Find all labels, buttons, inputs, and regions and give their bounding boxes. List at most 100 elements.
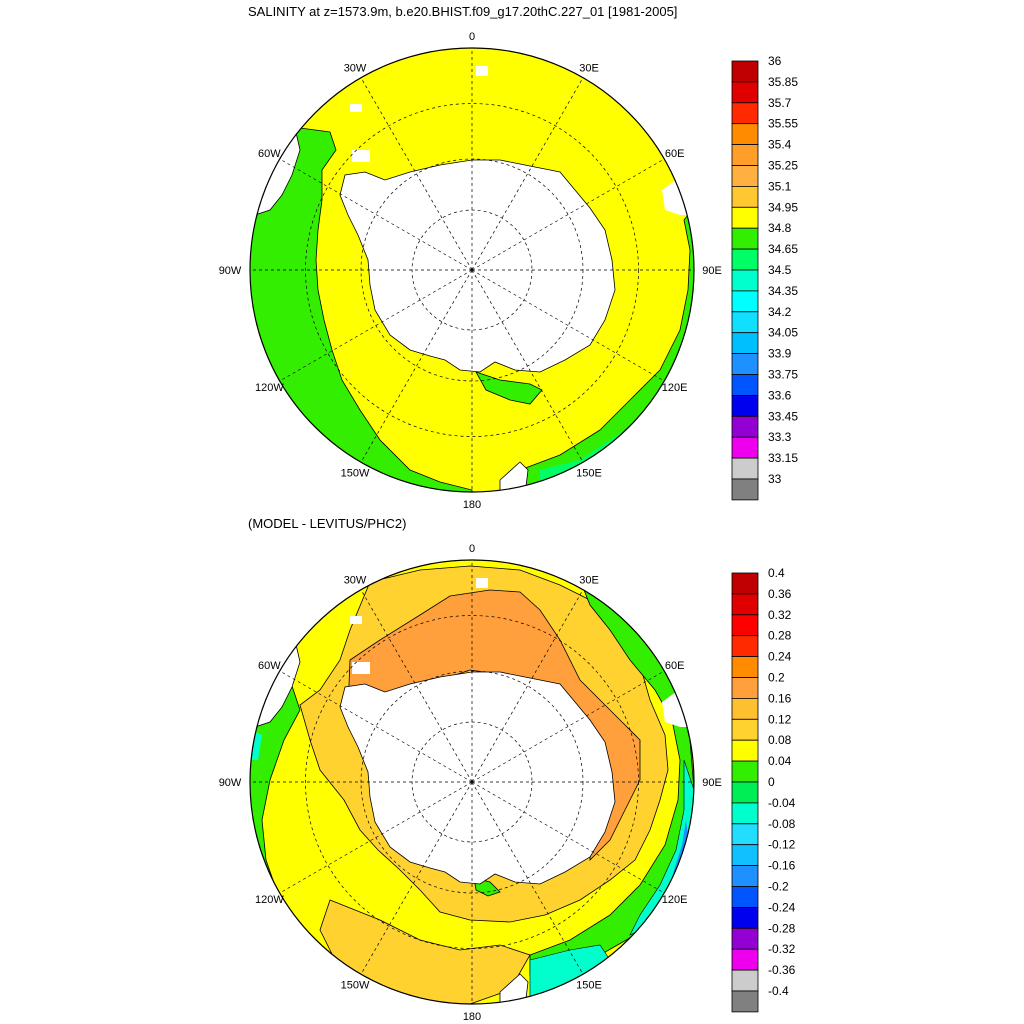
- difference-map-meridian: [360, 589, 473, 783]
- salinity-colorbar-label: 35.85: [768, 75, 798, 89]
- difference-map-longitude-label: 120W: [255, 894, 284, 906]
- salinity-map: 0 30E 60E 90E 120E 150E 180 150W 120W 90W 60W 30W: [219, 31, 722, 511]
- salinity-map-longitude-label: 150E: [576, 468, 602, 480]
- salinity-colorbar-label: 34.5: [768, 263, 792, 277]
- difference-colorbar-swatch: [731, 677, 759, 699]
- salinity-colorbar-label: 36: [768, 54, 782, 68]
- difference-colorbar-swatch: [731, 990, 759, 1013]
- salinity-colorbar-swatch: [731, 185, 759, 208]
- salinity-colorbar-label: 34.8: [768, 221, 792, 235]
- difference-map-longitude-label: 60W: [258, 660, 281, 672]
- salinity-colorbar-label: 34.05: [768, 326, 798, 340]
- salinity-map-meridian: [471, 158, 665, 271]
- salinity-map-meridian: [279, 269, 473, 382]
- salinity-colorbar-label: 35.4: [768, 138, 792, 152]
- salinity-colorbar-label: 33: [768, 472, 782, 486]
- salinity-colorbar-label: 33.15: [768, 451, 798, 465]
- salinity-colorbar-label: 33.75: [768, 368, 798, 382]
- difference-map-meridian: [471, 670, 665, 783]
- difference-colorbar-swatch: [731, 698, 759, 720]
- difference-map-meridian: [279, 781, 473, 894]
- difference-colorbar-label: -0.4: [768, 984, 789, 998]
- ocean-gap-northwest: [350, 616, 362, 624]
- salinity-colorbar-label: 33.45: [768, 409, 798, 423]
- salinity-colorbar-swatch: [731, 436, 759, 459]
- difference-colorbar: 0.4 0.36 0.32 0.28 0.24 0.2 0.16 0.12 0.08 0.04 0 -…: [731, 566, 796, 1013]
- difference-colorbar-label: -0.24: [768, 900, 796, 914]
- difference-colorbar-swatch: [731, 614, 759, 637]
- salinity-colorbar-swatch: [731, 227, 759, 250]
- difference-colorbar-label: 0.36: [768, 587, 792, 601]
- difference-colorbar-swatch: [731, 948, 759, 971]
- salinity-map-longitude-label: 30W: [344, 62, 367, 74]
- difference-colorbar-label: -0.28: [768, 921, 796, 935]
- difference-map-longitude-label: 30E: [579, 574, 599, 586]
- difference-colorbar-label: -0.08: [768, 817, 796, 831]
- salinity-map-meridian: [279, 158, 473, 271]
- salinity-colorbar-swatch: [731, 60, 759, 83]
- salinity-colorbar-swatch: [731, 353, 759, 375]
- salinity-map-longitude-label: 120W: [255, 382, 284, 394]
- difference-map: 0 30E 60E 90E 120E 150E 180 150W 120W 90W 60W 30W: [219, 543, 722, 1023]
- salinity-colorbar-label: 34.35: [768, 284, 798, 298]
- salinity-map-meridian: [360, 77, 473, 271]
- difference-colorbar-swatch: [731, 656, 759, 678]
- salinity-field-green-west: [250, 99, 473, 492]
- ocean-gap-west: [352, 662, 370, 674]
- salinity-map-meridian: [471, 77, 584, 271]
- difference-map-meridian: [471, 781, 665, 894]
- salinity-colorbar-swatch: [731, 374, 759, 396]
- salinity-colorbar-swatch: [731, 102, 759, 125]
- difference-map-grid: [250, 560, 694, 1004]
- difference-colorbar-swatch: [731, 907, 759, 929]
- difference-map-longitude-label: 150E: [576, 980, 602, 992]
- difference-map-longitude-label: 30W: [344, 574, 367, 586]
- ocean-gap-northwest: [350, 104, 362, 112]
- salinity-map-longitude-label: 60E: [665, 148, 685, 160]
- difference-colorbar-swatch: [731, 781, 759, 804]
- difference-colorbar-swatch: [731, 927, 759, 950]
- difference-map-longitude-label: 90E: [702, 777, 722, 789]
- difference-colorbar-label: -0.12: [768, 838, 796, 852]
- salinity-colorbar-swatch: [731, 290, 759, 313]
- salinity-colorbar-label: 34.95: [768, 200, 798, 214]
- difference-colorbar-label: 0.12: [768, 712, 792, 726]
- salinity-colorbar-swatch: [731, 478, 759, 501]
- difference-colorbar-label: 0.24: [768, 650, 792, 664]
- antarctica-land: [339, 159, 616, 373]
- salinity-map-grid: [250, 48, 694, 492]
- antarctica-land: [339, 671, 616, 885]
- difference-colorbar-swatch: [731, 886, 759, 908]
- salinity-field-green-coastal: [475, 371, 543, 405]
- salinity-map-longitude-label: 30E: [579, 62, 599, 74]
- difference-map-meridian: [360, 781, 473, 975]
- difference-map-longitude-label: 60E: [665, 660, 685, 672]
- difference-colorbar-swatch: [731, 844, 759, 867]
- difference-map-longitude-label: 150W: [341, 980, 370, 992]
- difference-colorbar-swatch: [731, 865, 759, 887]
- salinity-map-latitude-circle: [411, 209, 533, 331]
- salinity-colorbar-swatch: [731, 144, 759, 166]
- difference-colorbar-label: 0.28: [768, 629, 792, 643]
- salinity-colorbar-label: 35.25: [768, 159, 798, 173]
- difference-colorbar-label: -0.36: [768, 963, 796, 977]
- difference-map-latitude-circle: [305, 615, 639, 949]
- salinity-colorbar-swatch: [731, 311, 759, 334]
- difference-map-border: [249, 559, 695, 1005]
- ocean-gap-north: [476, 66, 488, 76]
- difference-map-longitude-label: 0: [469, 543, 475, 555]
- difference-map-meridian: [279, 670, 473, 783]
- salinity-colorbar-swatch: [731, 457, 759, 480]
- difference-colorbar-swatch: [731, 593, 759, 616]
- difference-map-longitude-label: 90W: [219, 777, 242, 789]
- difference-colorbar-swatch: [731, 760, 759, 783]
- salinity-map-longitude-label: 90W: [219, 265, 242, 277]
- difference-colorbar-label: 0.16: [768, 691, 792, 705]
- difference-colorbar-swatch: [731, 572, 759, 595]
- difference-colorbar-swatch: [731, 802, 759, 825]
- salinity-map-longitude-label: 120E: [662, 382, 688, 394]
- salinity-colorbar-label: 35.1: [768, 179, 792, 193]
- salinity-colorbar-label: 33.3: [768, 430, 792, 444]
- difference-colorbar-swatch: [731, 823, 759, 846]
